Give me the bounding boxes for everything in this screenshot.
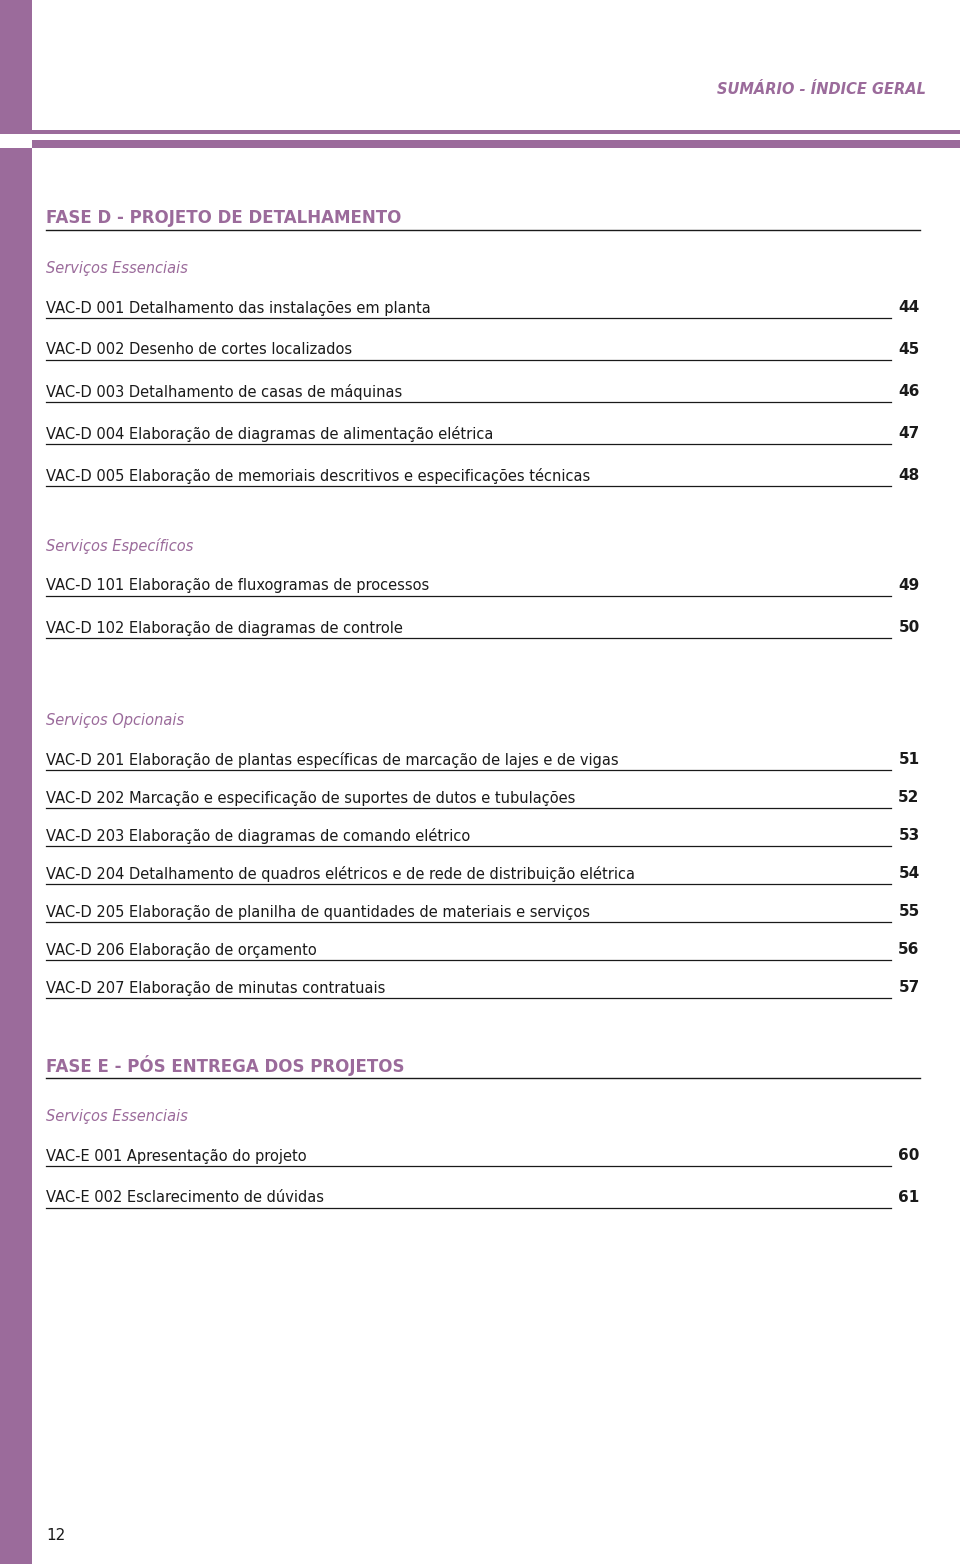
Text: VAC-D 206 Elaboração de orçamento: VAC-D 206 Elaboração de orçamento xyxy=(46,943,317,957)
Text: VAC-E 002 Esclarecimento de dúvidas: VAC-E 002 Esclarecimento de dúvidas xyxy=(46,1190,324,1206)
Text: VAC-D 001 Detalhamento das instalações em planta: VAC-D 001 Detalhamento das instalações e… xyxy=(46,300,431,316)
Text: 45: 45 xyxy=(899,343,920,358)
Text: 51: 51 xyxy=(899,752,920,768)
Text: 44: 44 xyxy=(899,300,920,316)
Text: 46: 46 xyxy=(899,385,920,399)
Text: 49: 49 xyxy=(899,579,920,593)
Text: SUMÁRIO - ÍNDICE GERAL: SUMÁRIO - ÍNDICE GERAL xyxy=(717,83,926,97)
Bar xyxy=(32,130,960,149)
Text: VAC-D 004 Elaboração de diagramas de alimentação elétrica: VAC-D 004 Elaboração de diagramas de ali… xyxy=(46,425,493,443)
Text: 48: 48 xyxy=(899,469,920,483)
Text: VAC-D 203 Elaboração de diagramas de comando elétrico: VAC-D 203 Elaboração de diagramas de com… xyxy=(46,827,470,845)
Text: Serviços Essenciais: Serviços Essenciais xyxy=(46,1109,188,1123)
Text: 56: 56 xyxy=(899,943,920,957)
Text: 47: 47 xyxy=(899,427,920,441)
Text: 52: 52 xyxy=(899,790,920,805)
Text: VAC-D 202 Marcação e especificação de suportes de dutos e tubulações: VAC-D 202 Marcação e especificação de su… xyxy=(46,790,575,805)
Text: FASE D - PROJETO DE DETALHAMENTO: FASE D - PROJETO DE DETALHAMENTO xyxy=(46,210,401,227)
Text: VAC-D 102 Elaboração de diagramas de controle: VAC-D 102 Elaboração de diagramas de con… xyxy=(46,621,403,635)
Text: Serviços Opcionais: Serviços Opcionais xyxy=(46,713,184,727)
Text: VAC-D 003 Detalhamento de casas de máquinas: VAC-D 003 Detalhamento de casas de máqui… xyxy=(46,385,402,400)
Text: VAC-D 207 Elaboração de minutas contratuais: VAC-D 207 Elaboração de minutas contratu… xyxy=(46,981,386,996)
Text: 57: 57 xyxy=(899,981,920,996)
Text: 55: 55 xyxy=(899,904,920,920)
Text: VAC-D 204 Detalhamento de quadros elétricos e de rede de distribuição elétrica: VAC-D 204 Detalhamento de quadros elétri… xyxy=(46,866,636,882)
Text: 50: 50 xyxy=(899,621,920,635)
Text: VAC-D 002 Desenho de cortes localizados: VAC-D 002 Desenho de cortes localizados xyxy=(46,343,352,358)
Text: VAC-D 205 Elaboração de planilha de quantidades de materiais e serviços: VAC-D 205 Elaboração de planilha de quan… xyxy=(46,904,590,920)
Text: VAC-D 201 Elaboração de plantas específicas de marcação de lajes e de vigas: VAC-D 201 Elaboração de plantas específi… xyxy=(46,752,618,768)
Text: Serviços Específicos: Serviços Específicos xyxy=(46,538,194,554)
Bar xyxy=(32,135,960,141)
Text: VAC-D 005 Elaboração de memoriais descritivos e especificações técnicas: VAC-D 005 Elaboração de memoriais descri… xyxy=(46,468,590,483)
Text: 12: 12 xyxy=(46,1528,65,1544)
Text: 54: 54 xyxy=(899,866,920,882)
Bar xyxy=(0,0,32,1564)
Text: FASE E - PÓS ENTREGA DOS PROJETOS: FASE E - PÓS ENTREGA DOS PROJETOS xyxy=(46,1056,404,1076)
Bar xyxy=(0,135,32,149)
Text: 61: 61 xyxy=(899,1190,920,1206)
Text: VAC-E 001 Apresentação do projeto: VAC-E 001 Apresentação do projeto xyxy=(46,1148,306,1164)
Text: VAC-D 101 Elaboração de fluxogramas de processos: VAC-D 101 Elaboração de fluxogramas de p… xyxy=(46,579,429,593)
Text: 53: 53 xyxy=(899,829,920,843)
Text: Serviços Essenciais: Serviços Essenciais xyxy=(46,261,188,275)
Text: 60: 60 xyxy=(899,1148,920,1164)
